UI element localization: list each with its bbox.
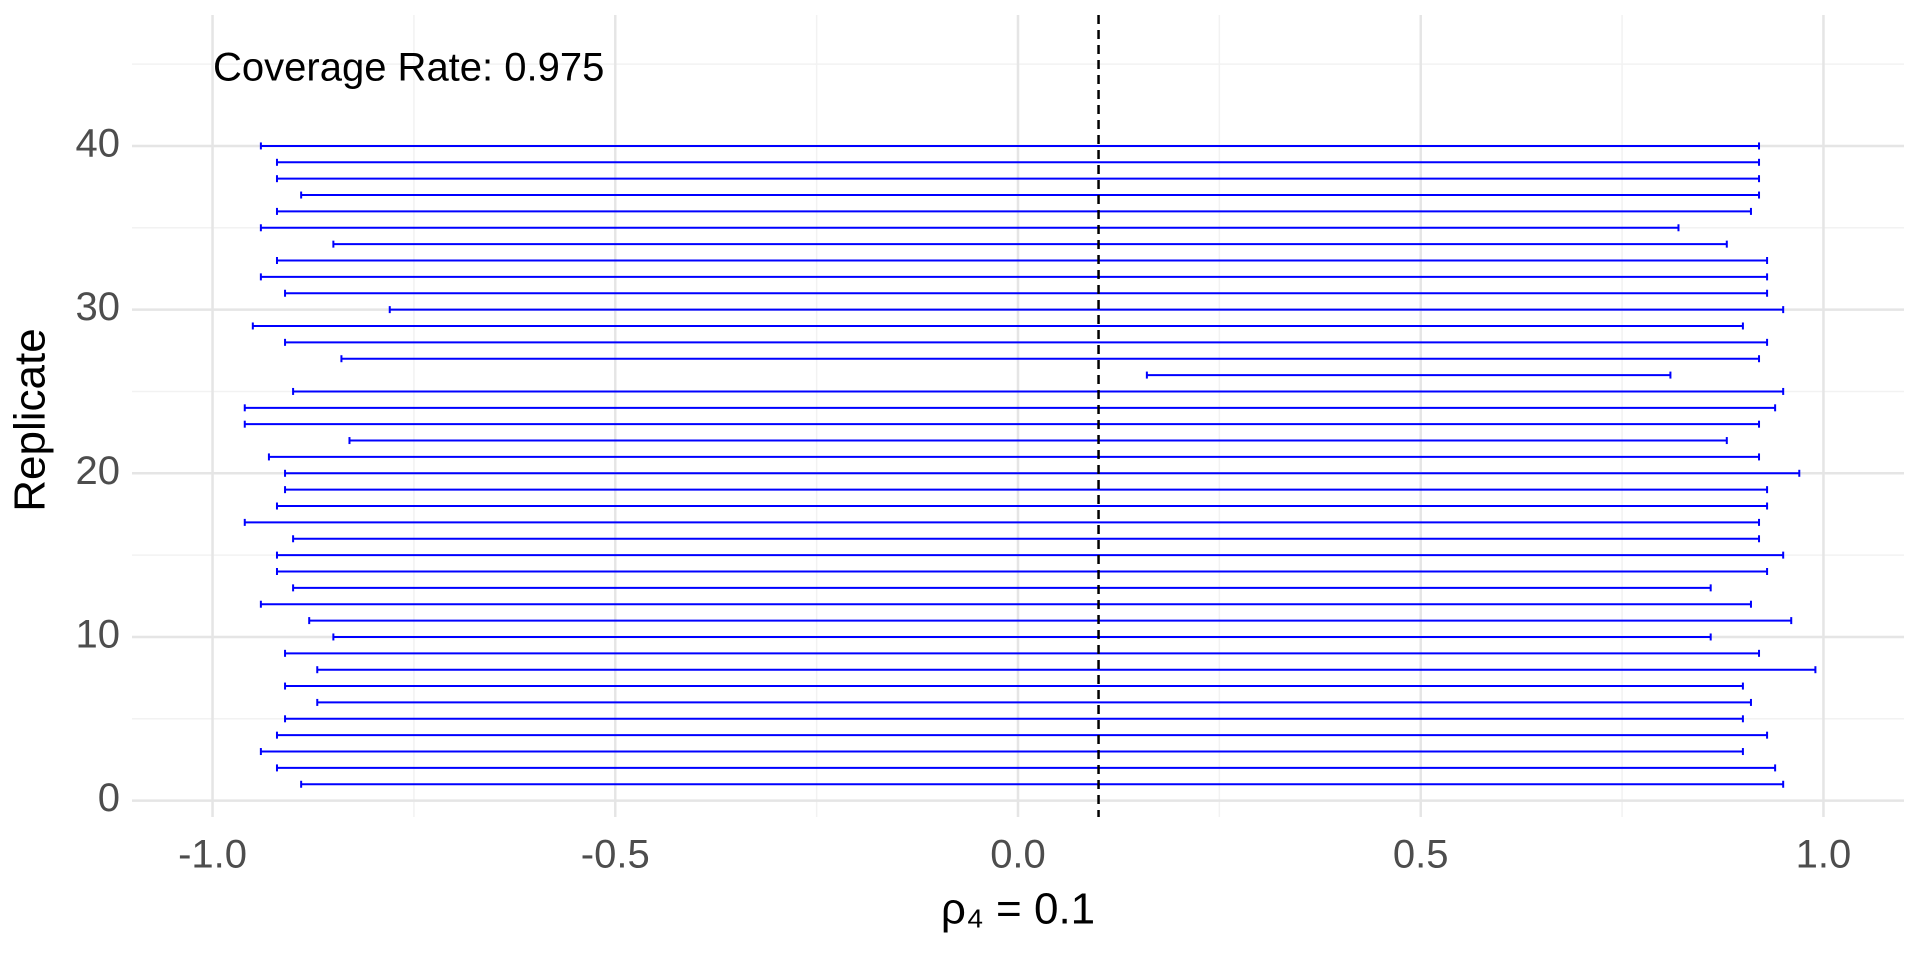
y-axis-title: Replicate bbox=[6, 328, 55, 511]
x-tick-label: 1.0 bbox=[1796, 833, 1852, 877]
y-tick-label: 10 bbox=[76, 613, 121, 657]
x-tick-label: -0.5 bbox=[581, 833, 650, 877]
x-tick-label: 0.5 bbox=[1393, 833, 1449, 877]
y-tick-label: 30 bbox=[76, 285, 121, 329]
x-axis-title: ρ₄ = 0.1 bbox=[941, 885, 1095, 934]
y-tick-label: 20 bbox=[76, 449, 121, 493]
annotation: Coverage Rate: 0.975 bbox=[213, 46, 604, 90]
x-tick-label: -1.0 bbox=[178, 833, 247, 877]
y-tick-label: 0 bbox=[98, 776, 120, 820]
x-tick-label: 0.0 bbox=[990, 833, 1046, 877]
y-tick-label: 40 bbox=[76, 122, 121, 166]
